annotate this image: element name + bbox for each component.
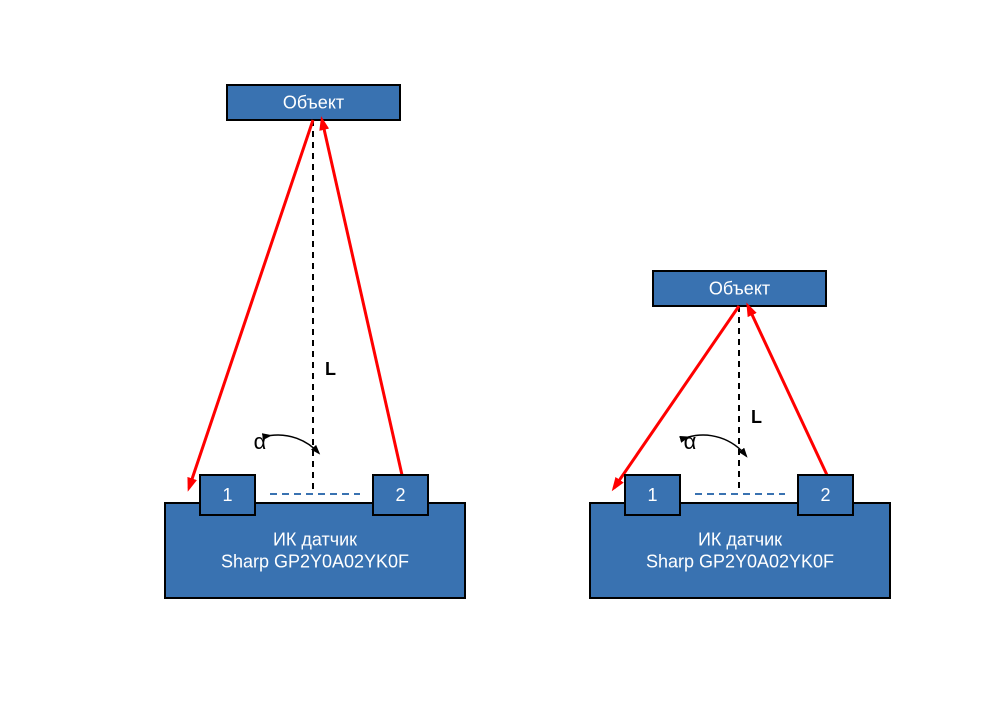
left-sensor-label-2: Sharp GP2Y0A02YK0F — [221, 551, 409, 571]
left-alpha-label: α — [254, 429, 267, 454]
right-beam-reflected — [614, 306, 739, 488]
left-port-2-label: 2 — [395, 485, 405, 505]
right-sensor-label-1: ИК датчик — [698, 529, 782, 549]
right-sensor-label-2: Sharp GP2Y0A02YK0F — [646, 551, 834, 571]
right-beam-emitted — [748, 306, 827, 475]
left-sensor-label-1: ИК датчик — [273, 529, 357, 549]
right-port-1-label: 1 — [647, 485, 657, 505]
left-beam-emitted — [322, 120, 402, 475]
right-alpha-label: α — [684, 429, 697, 454]
left-beam-reflected — [189, 120, 313, 488]
right-port-2-label: 2 — [820, 485, 830, 505]
left-L-label: L — [325, 359, 336, 379]
right-L-label: L — [751, 407, 762, 427]
left-angle-arc — [270, 435, 319, 453]
right-angle-arc — [688, 435, 747, 456]
left-object-label: Объект — [283, 92, 344, 112]
left-port-1-label: 1 — [222, 485, 232, 505]
right-object-label: Объект — [709, 278, 770, 298]
